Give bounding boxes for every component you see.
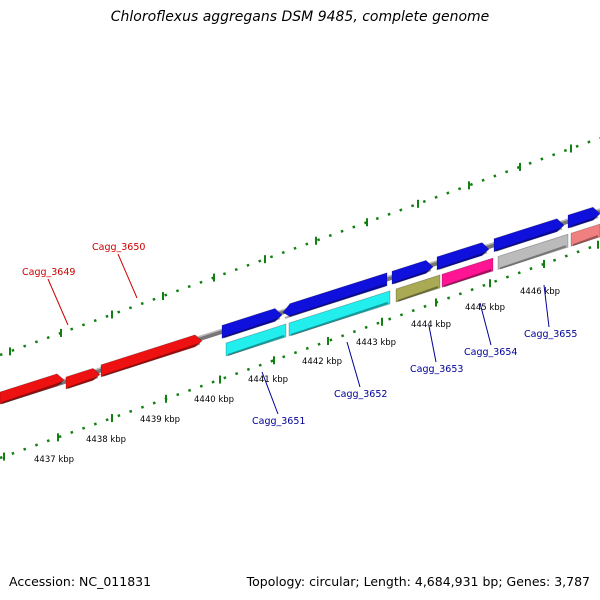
gene-label-leader xyxy=(117,253,138,299)
gene-label: Cagg_3653 xyxy=(410,364,463,375)
tick-label: 4446 kbp xyxy=(520,287,560,297)
gene-label-leader xyxy=(47,278,69,326)
gene-cagg-3654 xyxy=(441,257,494,288)
gene-label-leader xyxy=(543,284,550,328)
gene-blue-3-shade xyxy=(393,269,432,285)
gene-label: Cagg_3655 xyxy=(524,329,577,340)
gene-cagg-3652-shade xyxy=(290,301,389,336)
tick-label: 4440 kbp xyxy=(194,395,234,405)
gene-blue-4 xyxy=(436,242,490,271)
tick-label: 4443 kbp xyxy=(356,338,396,348)
map-title: Chloroflexus aggregans DSM 9485, complet… xyxy=(110,9,490,25)
gene-blue-1 xyxy=(221,308,283,339)
gene-cagg-3655 xyxy=(497,233,569,271)
tick-label: 4441 kbp xyxy=(248,375,288,385)
gene-cagg-3652 xyxy=(288,290,391,337)
gene-label-leader xyxy=(479,302,492,346)
gene-label-leader xyxy=(346,341,361,388)
gene-blue-6 xyxy=(567,206,600,229)
tick-label: 4442 kbp xyxy=(302,357,342,367)
gene-label: Cagg_3649 xyxy=(22,267,75,278)
gene-label: Cagg_3652 xyxy=(334,389,387,400)
gene-blue-5 xyxy=(493,218,565,253)
gene-cagg-3649 xyxy=(0,373,65,405)
topology-summary-text: Topology: circular; Length: 4,684,931 bp… xyxy=(246,574,590,589)
gene-label: Cagg_3651 xyxy=(252,416,305,427)
gene-cagg-3655-shade xyxy=(499,245,567,270)
gene-blue-3 xyxy=(391,259,434,285)
gene-blue-4-shade xyxy=(438,251,488,270)
gene-cagg-3650a xyxy=(65,367,101,390)
gene-cagg-3654-shade xyxy=(443,269,492,288)
tick-label: 4437 kbp xyxy=(34,455,74,465)
gene-cagg-3650-shade xyxy=(102,342,201,377)
gene-blue-2 xyxy=(282,272,388,318)
gene-blue-2-shade xyxy=(284,283,386,319)
gene-cagg-3656-shade xyxy=(572,235,599,247)
gene-cagg-3650a-shade xyxy=(67,376,99,389)
tick-label: 4444 kbp xyxy=(411,320,451,330)
accession-text: Accession: NC_011831 xyxy=(9,574,152,589)
gene-label: Cagg_3654 xyxy=(464,347,517,358)
gene-blue-1-shade xyxy=(223,317,281,339)
tick-label: 4439 kbp xyxy=(140,415,180,425)
gene-cagg-3649-shade xyxy=(1,381,63,404)
tick-label: 4445 kbp xyxy=(465,303,505,313)
gene-blue-6-shade xyxy=(569,216,599,229)
gene-cagg-3650 xyxy=(100,334,203,378)
gene-label: Cagg_3650 xyxy=(92,242,145,253)
gene-label-leader xyxy=(428,325,437,363)
gene-label-leader xyxy=(261,371,279,415)
gene-cagg-3651-shade xyxy=(227,335,285,357)
tick-label: 4438 kbp xyxy=(86,435,126,445)
gene-blue-5-shade xyxy=(495,227,563,252)
gene-cagg-3653-shade xyxy=(397,285,439,302)
gene-cagg-3656 xyxy=(570,223,600,247)
gene-cagg-3651 xyxy=(225,323,287,357)
gene-cagg-3653 xyxy=(395,274,441,303)
